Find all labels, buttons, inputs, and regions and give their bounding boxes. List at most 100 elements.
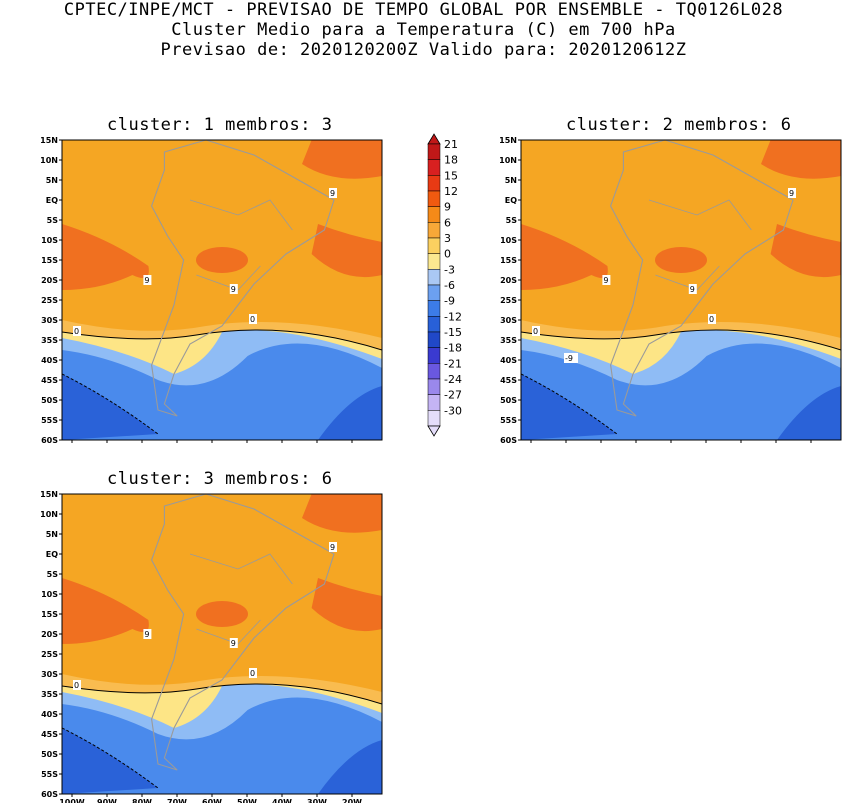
lat-tick-label: 5S [47, 570, 59, 579]
contour-label: 0 [74, 681, 79, 690]
colorbar-label: -12 [444, 310, 462, 323]
panel-3-title: cluster: 3 membros: 6 [107, 469, 333, 489]
lon-tick-label: 90W [556, 444, 576, 445]
lat-tick-label: 10N [40, 156, 58, 165]
colorbar-label: 6 [444, 216, 451, 229]
lon-tick-label: 70W [626, 444, 646, 445]
contour-label: 9 [231, 285, 236, 294]
lon-tick-label: 40W [731, 444, 751, 445]
lat-tick-label: 10N [499, 156, 517, 165]
colorbar-label: -24 [444, 373, 462, 386]
colorbar-label: 9 [444, 201, 451, 214]
lat-tick-label: 5S [506, 216, 518, 225]
lat-tick-label: 50S [500, 396, 517, 405]
lat-tick-label: 15N [40, 490, 58, 499]
contour-label: 9 [603, 276, 608, 285]
colorbar-label: 18 [444, 154, 458, 167]
lon-tick-label: 50W [237, 798, 257, 803]
lat-tick-label: 15S [41, 256, 58, 265]
lat-tick-label: 35S [41, 336, 58, 345]
lon-tick-label: 20W [342, 444, 362, 445]
lon-tick-label: 40W [272, 798, 292, 803]
lat-tick-label: 25S [41, 650, 58, 659]
lat-tick-label: 50S [41, 396, 58, 405]
lat-tick-label: 60S [41, 790, 58, 799]
lat-tick-label: 30S [41, 316, 58, 325]
colorbar-swatch [427, 253, 441, 270]
lon-tick-label: 70W [167, 444, 187, 445]
lat-tick-label: 40S [41, 710, 58, 719]
contour-label: 9 [330, 543, 335, 552]
lon-tick-label: 50W [696, 444, 716, 445]
lat-tick-label: 10S [41, 236, 58, 245]
lat-tick-label: 60S [41, 436, 58, 445]
colorbar-swatch [427, 222, 441, 239]
figure-header: CPTEC/INPE/MCT - PREVISAO DE TEMPO GLOBA… [0, 0, 847, 60]
colorbar-swatch [427, 378, 441, 395]
lat-tick-label: 20S [41, 276, 58, 285]
colorbar-label: -3 [444, 263, 455, 276]
header-line-2: Cluster Medio para a Temperatura (C) em … [171, 20, 676, 40]
lon-tick-label: 60W [661, 444, 681, 445]
panel-2-title: cluster: 2 membros: 6 [566, 115, 792, 135]
lat-tick-label: 5N [46, 176, 58, 185]
lon-tick-label: 60W [202, 798, 222, 803]
lat-tick-label: 50S [41, 750, 58, 759]
colorbar-swatch [427, 363, 441, 380]
lon-tick-label: 80W [132, 798, 152, 803]
header-line-1: CPTEC/INPE/MCT - PREVISAO DE TEMPO GLOBA… [63, 0, 784, 20]
contour-label: 9 [789, 189, 794, 198]
lat-tick-label: 55S [500, 416, 517, 425]
contour-label: -9 [565, 354, 573, 363]
lon-tick-label: 90W [97, 444, 117, 445]
lat-tick-label: 15N [40, 136, 58, 145]
colorbar-swatch [427, 331, 441, 348]
colorbar-label: 12 [444, 185, 458, 198]
lat-tick-label: 45S [41, 730, 58, 739]
lat-tick-label: 30S [500, 316, 517, 325]
contour-label: 9 [690, 285, 695, 294]
colorbar-swatch [427, 300, 441, 317]
map-panel-cluster-3: 9 9 9 0 0 15N 10N 5N EQ 5S 10S 15S 20S 25S 30S 35S 40S 45… [40, 490, 383, 803]
colorbar-label: -15 [444, 326, 462, 339]
lon-tick-label: 100W [59, 444, 85, 445]
lat-tick-label: 55S [41, 770, 58, 779]
colorbar-swatch [427, 190, 441, 207]
lat-tick-label: 60S [500, 436, 517, 445]
colorbar-swatch [427, 394, 441, 411]
colorbar-swatch [427, 269, 441, 286]
lon-tick-label: 50W [237, 444, 257, 445]
contour-label: 0 [709, 315, 714, 324]
lat-tick-label: 45S [41, 376, 58, 385]
lon-tick-label: 100W [518, 444, 544, 445]
contour-label: 0 [250, 315, 255, 324]
colorbar-swatch [427, 159, 441, 176]
lat-tick-label: 25S [500, 296, 517, 305]
lat-tick-label: 20S [500, 276, 517, 285]
lon-tick-label: 30W [307, 798, 327, 803]
colorbar-swatch [427, 206, 441, 223]
header-line-3: Previsao de: 2020120200Z Valido para: 20… [160, 40, 687, 60]
lon-tick-label: 20W [801, 444, 821, 445]
lon-tick-label: 90W [97, 798, 117, 803]
lon-tick-label: 40W [272, 444, 292, 445]
lon-tick-label: 20W [342, 798, 362, 803]
lat-tick-label: 45S [500, 376, 517, 385]
lat-tick-label: 10S [41, 590, 58, 599]
contour-label: 0 [74, 327, 79, 336]
colorbar-label: -6 [444, 279, 455, 292]
map-panel-cluster-1: 9 9 9 0 0 15N 10N 5N EQ 5S 10S 15S 20S 25S 30S 35S 40S 45… [40, 136, 383, 445]
colorbar-swatch [427, 284, 441, 301]
lat-tick-label: 5S [47, 216, 59, 225]
colorbar-swatch [427, 316, 441, 333]
contour-label: 9 [330, 189, 335, 198]
lat-tick-label: EQ [46, 196, 58, 205]
lon-tick-label: 60W [202, 444, 222, 445]
lat-tick-label: 40S [41, 356, 58, 365]
lat-tick-label: EQ [505, 196, 517, 205]
lat-tick-label: EQ [46, 550, 58, 559]
lat-tick-label: 10S [500, 236, 517, 245]
lat-tick-label: 40S [500, 356, 517, 365]
temperature-colorbar: 21 18 15 12 9 6 3 0 -3 -6 -9 -12 -15 -18 -21 -24 -27 -30 [427, 133, 462, 437]
lat-tick-label: 15S [41, 610, 58, 619]
